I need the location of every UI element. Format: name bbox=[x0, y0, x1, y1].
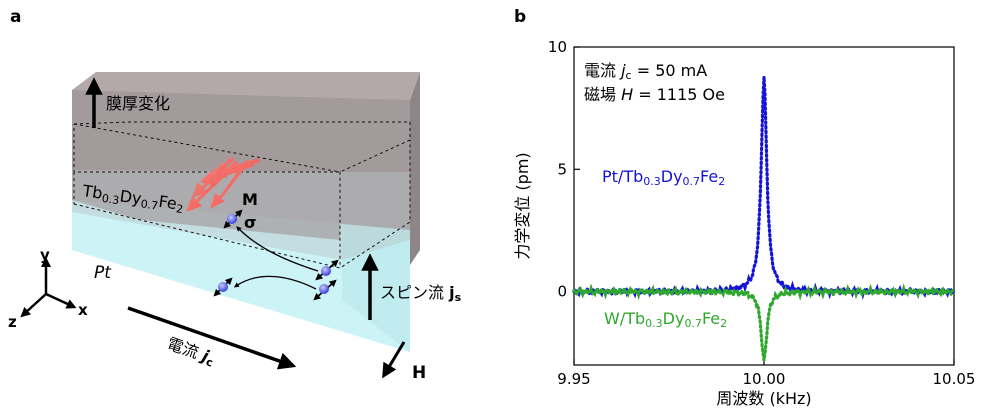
panel-b-letter: b bbox=[514, 7, 526, 27]
spin-path-up bbox=[236, 226, 319, 272]
thickness-dashed-box bbox=[73, 121, 411, 269]
coordinate-axes: y x z bbox=[8, 246, 88, 331]
magnet-material-label: Tb0.3Dy0.7Fe2 bbox=[80, 181, 185, 216]
annotation-current: 電流 jc = 50 mA bbox=[584, 61, 707, 82]
x-axis-label: 周波数 (kHz) bbox=[716, 389, 811, 408]
tick-labels: 9.95 10.00 10.05 0 5 10 bbox=[548, 38, 976, 388]
magnet-layer bbox=[72, 72, 420, 265]
field-arrow bbox=[382, 341, 406, 379]
electron-upper bbox=[223, 209, 243, 229]
spin-current-label: スピン流 js bbox=[380, 283, 462, 304]
x-tick-label: 10.00 bbox=[743, 370, 786, 388]
series-layer bbox=[572, 76, 956, 361]
magnetization-arrows bbox=[186, 156, 260, 212]
panel-a: a 膜厚変化 Tb0.3Dy0.7Fe2 Pt bbox=[8, 7, 462, 383]
annotation-field: 磁場 H = 1115 Oe bbox=[584, 85, 725, 104]
y-tick-label: 10 bbox=[548, 38, 567, 56]
axis-y-label: y bbox=[40, 246, 50, 264]
axis-x-label: x bbox=[78, 301, 88, 319]
legend-series1: Pt/Tb0.3Dy0.7Fe2 bbox=[602, 167, 725, 188]
y-axis-label: 力学変位 (pm) bbox=[513, 152, 532, 259]
axis-z-label: z bbox=[8, 313, 17, 331]
charge-current-arrow bbox=[127, 306, 297, 370]
electron-left bbox=[213, 277, 233, 297]
legend-series2: W/Tb0.3Dy0.7Fe2 bbox=[604, 309, 727, 330]
y-tick-label: 0 bbox=[557, 283, 567, 301]
field-label: H bbox=[412, 363, 426, 383]
panel-b: b 9.95 10.00 10.05 0 5 10 周波数 (kHz) 力学変位 (pm)… bbox=[513, 7, 975, 408]
panel-a-letter: a bbox=[10, 7, 21, 27]
pt-label: Pt bbox=[94, 263, 112, 283]
x-tick-label: 9.95 bbox=[557, 370, 590, 388]
m-label: M bbox=[242, 190, 258, 209]
charge-current-label: 電流 jc bbox=[164, 334, 217, 370]
x-tick-label: 10.05 bbox=[933, 370, 976, 388]
thickness-change-label: 膜厚変化 bbox=[106, 94, 170, 113]
sigma-label: σ bbox=[244, 213, 256, 232]
series-line-2 bbox=[572, 283, 956, 361]
electron-right-pair bbox=[313, 259, 339, 301]
y-tick-label: 5 bbox=[557, 160, 567, 178]
spin-path-left bbox=[233, 275, 317, 290]
